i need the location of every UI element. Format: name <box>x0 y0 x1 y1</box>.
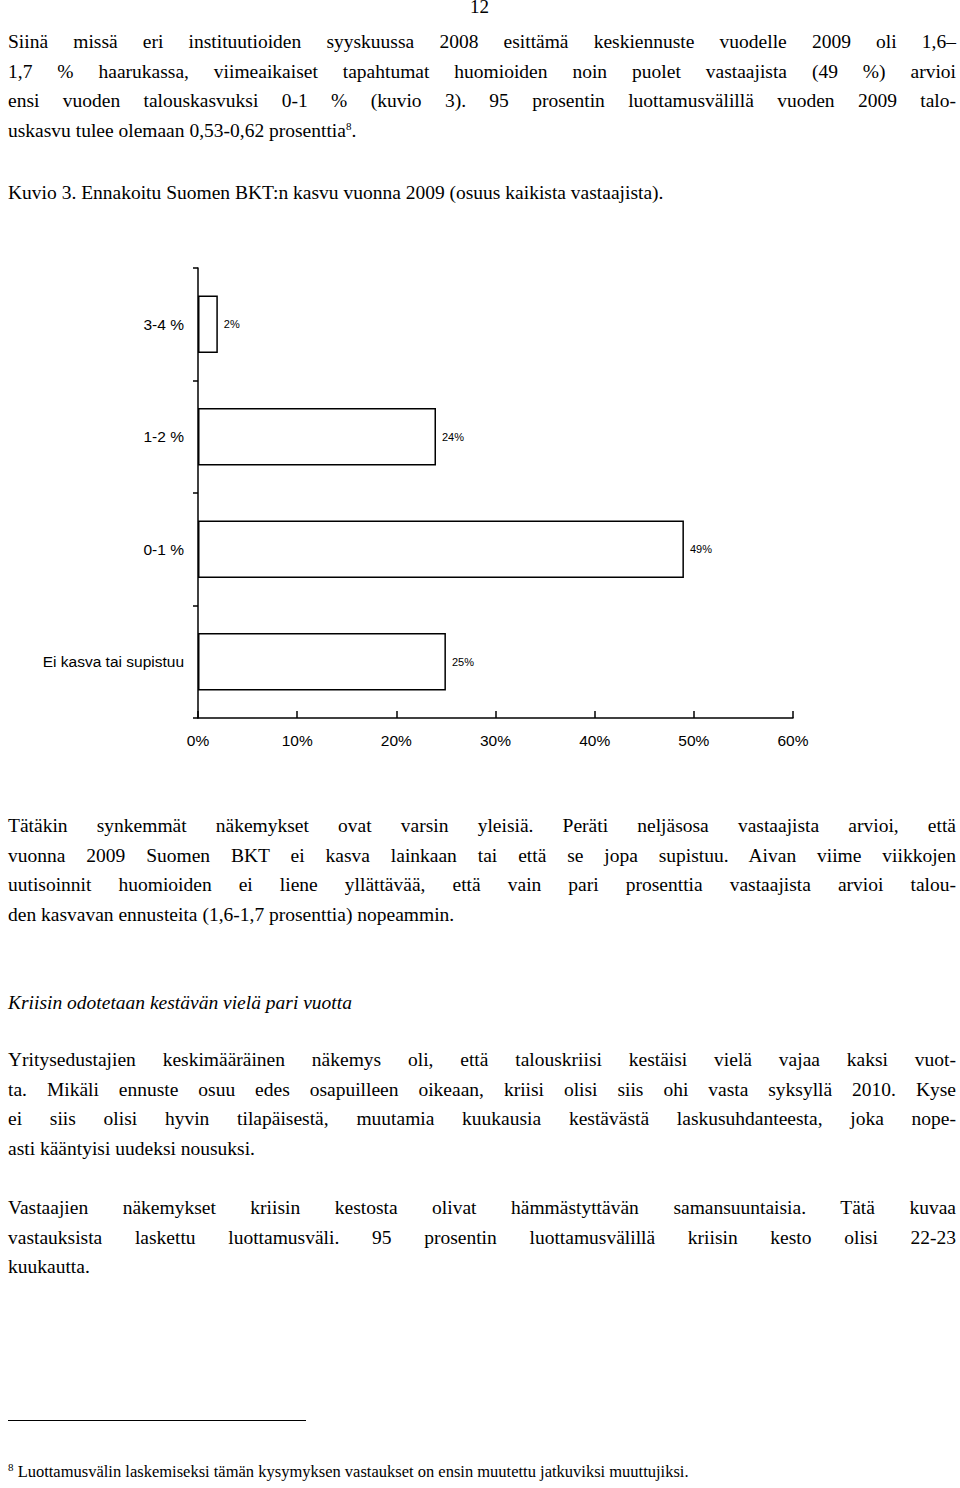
svg-text:20%: 20% <box>381 732 412 749</box>
html-text:Yritysedustajien keskimääräine: Yritysedustajien keskimääräinen näkemys … <box>8 1049 956 1070</box>
svg-text:40%: 40% <box>579 732 610 749</box>
svg-text:0-1 %: 0-1 % <box>144 541 185 558</box>
html-text:Siinä missä eri instituutioide: Siinä missä eri instituutioiden syyskuus… <box>8 31 956 52</box>
html-text:uskasvu tulee olemaan 0,53-0,6: uskasvu tulee olemaan 0,53-0,62 prosentt… <box>8 119 357 141</box>
svg-text:50%: 50% <box>678 732 709 749</box>
html-text:Kuvio 3. Ennakoitu Suomen BKT:: Kuvio 3. Ennakoitu Suomen BKT:n kasvu vu… <box>8 182 664 203</box>
html-text:uutisoinnit huomioiden ei lien: uutisoinnit huomioiden ei liene yllättäv… <box>8 874 956 896</box>
svg-text:2%: 2% <box>224 318 240 330</box>
svg-text:10%: 10% <box>282 732 313 749</box>
svg-text:25%: 25% <box>452 656 474 668</box>
html-text:Vastaajien näkemykset kriisin: Vastaajien näkemykset kriisin kestosta o… <box>8 1197 956 1218</box>
svg-text:60%: 60% <box>777 732 808 749</box>
html-text:1,7 % haarukassa, viimeaikaise: 1,7 % haarukassa, viimeaikaiset tapahtum… <box>8 60 956 82</box>
svg-text:0%: 0% <box>187 732 210 749</box>
svg-text:49%: 49% <box>690 543 712 555</box>
svg-text:30%: 30% <box>480 732 511 749</box>
html-text:ensi vuoden talouskasvuksi 0-1: ensi vuoden talouskasvuksi 0-1 % (kuvio … <box>8 90 956 112</box>
svg-text:Ei kasva tai supistuu: Ei kasva tai supistuu <box>43 653 184 670</box>
html-text:asti kääntyisi uudeksi nousuks: asti kääntyisi uudeksi nousuksi. <box>8 1137 255 1159</box>
svg-text:24%: 24% <box>442 431 464 443</box>
html-text:vastauksista laskettu luottamu: vastauksista laskettu luottamusväli. 95 … <box>8 1226 956 1248</box>
svg-text:1-2 %: 1-2 % <box>144 428 185 445</box>
html-text:den kasvavan ennusteita (1,6-1: den kasvavan ennusteita (1,6-1,7 prosent… <box>8 903 455 925</box>
html-text:ta. Mikäli ennuste osuu edes o: ta. Mikäli ennuste osuu edes osapuilleen… <box>8 1078 956 1100</box>
html-text:ei siis olisi hyvin tilapäises: ei siis olisi hyvin tilapäisestä, muutam… <box>8 1108 956 1130</box>
html-text:Kriisin odotetaan kestävän vie: Kriisin odotetaan kestävän vielä pari vu… <box>8 992 352 1013</box>
html-text:vuonna 2009 Suomen BKT ei kasv: vuonna 2009 Suomen BKT ei kasva lainkaan… <box>8 844 956 866</box>
html-text:kuukautta.: kuukautta. <box>8 1256 90 1278</box>
svg-text:3-4 %: 3-4 % <box>144 316 185 333</box>
html-text:8Luottamusvälin laskemiseksi t: 8Luottamusvälin laskemiseksi tämän kysym… <box>8 1460 689 1481</box>
html-text:Tätäkin synkemmät näkemykset o: Tätäkin synkemmät näkemykset ovat varsin… <box>8 815 956 836</box>
